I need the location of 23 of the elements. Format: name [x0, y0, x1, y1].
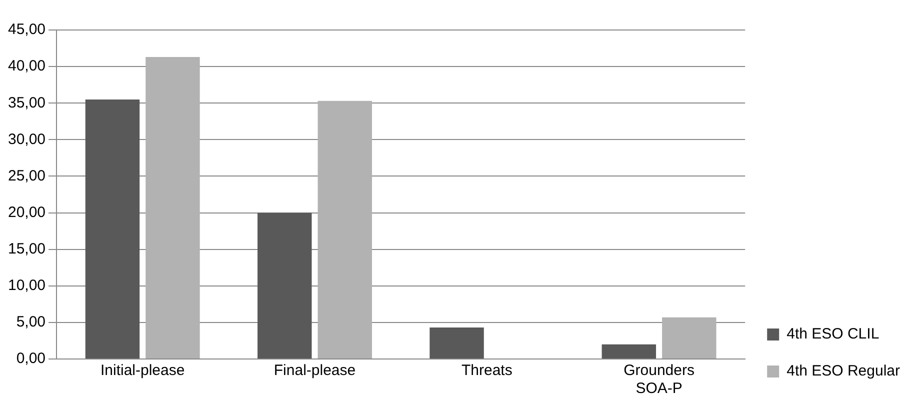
y-tick-label: 5,00: [16, 314, 46, 331]
y-tick-label: 45,00: [8, 21, 46, 38]
y-tick-label: 20,00: [8, 204, 46, 221]
y-tick-label: 35,00: [8, 94, 46, 112]
x-tick-label: Threats: [461, 362, 512, 380]
bar: [146, 57, 200, 358]
y-tick-label: 40,00: [8, 58, 46, 75]
x-tick-label: Initial-please: [100, 362, 185, 380]
bar: [662, 317, 716, 358]
legend-label: 4th ESO CLIL: [786, 326, 880, 343]
y-tick-label: 25,00: [8, 167, 46, 184]
bar: [430, 328, 484, 358]
legend-label: 4th ESO Regular: [786, 362, 900, 380]
y-tick-label: 30,00: [8, 130, 46, 148]
x-tick-label: Grounders SOA-P: [624, 362, 694, 398]
bar: [318, 100, 372, 358]
bar: [85, 99, 140, 358]
bar: [602, 344, 656, 358]
y-tick-label: 0,00: [16, 350, 46, 368]
y-tick-label: 10,00: [8, 277, 46, 294]
y-tick-label: 15,00: [8, 240, 46, 258]
x-tick-label: Final-please: [274, 362, 356, 380]
bar: [258, 212, 312, 358]
